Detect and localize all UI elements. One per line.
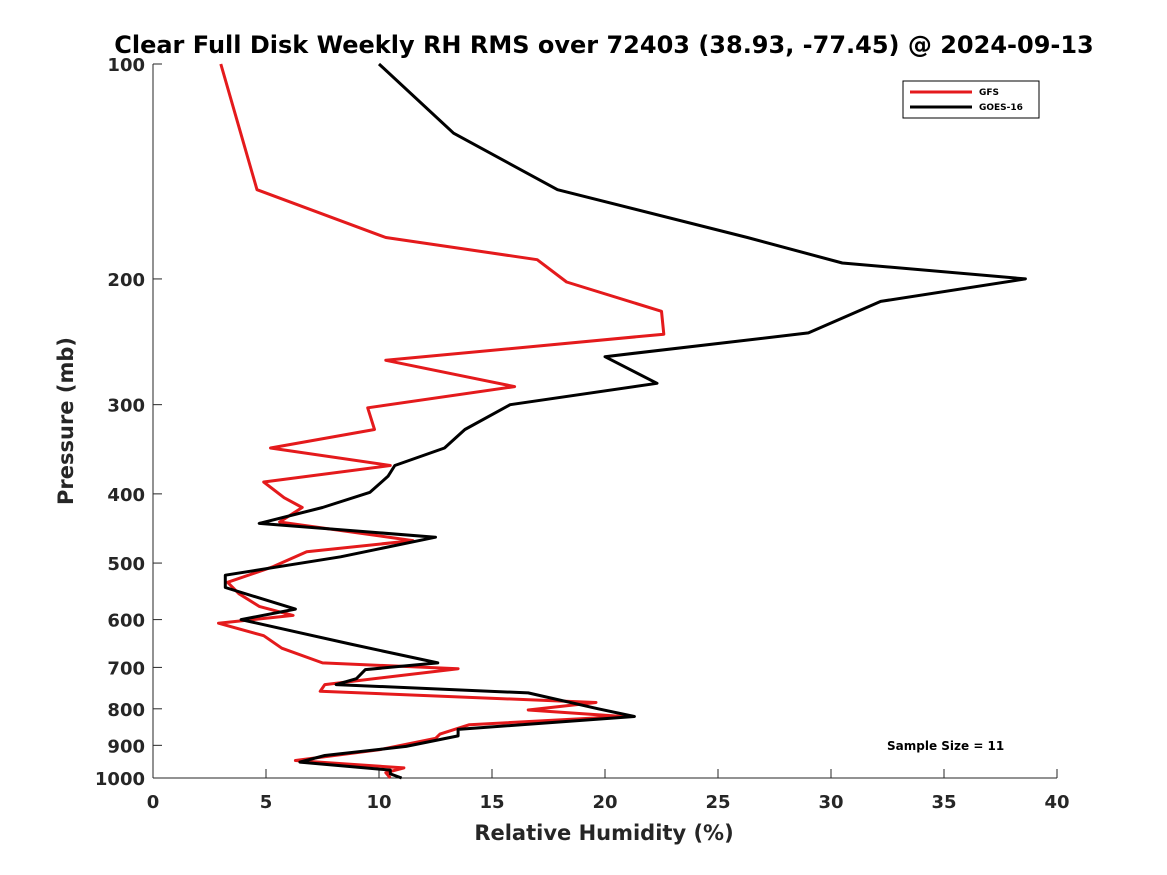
x-tick-label: 35 — [931, 792, 956, 813]
y-tick-label: 600 — [107, 611, 145, 632]
y-tick-label: 1000 — [95, 769, 145, 790]
legend: GFS GOES-16 — [902, 80, 1040, 119]
series-line-goes-16 — [223, 62, 1027, 780]
sample-size-annotation: Sample Size = 11 — [887, 739, 1004, 753]
y-tick-label: 300 — [107, 396, 145, 417]
x-tick-label: 30 — [818, 792, 843, 813]
y-tick-label: 500 — [107, 554, 145, 575]
y-ticks: 100 200 300 400 500 600 700 800 900 1000 — [95, 55, 162, 790]
x-tick-label: 25 — [705, 792, 730, 813]
x-tick-label: 40 — [1044, 792, 1069, 813]
y-tick-label: 900 — [107, 736, 145, 757]
x-tick-label: 15 — [479, 792, 504, 813]
legend-label-goes-16: GOES-16 — [979, 103, 1023, 113]
series-line-gfs — [217, 63, 666, 779]
x-tick-label: 10 — [366, 792, 391, 813]
y-tick-label: 100 — [107, 55, 145, 76]
chart-title: Clear Full Disk Weekly RH RMS over 72403… — [114, 31, 1094, 59]
legend-label-gfs: GFS — [979, 88, 999, 98]
x-tick-label: 5 — [260, 792, 273, 813]
x-axis-label: Relative Humidity (%) — [474, 821, 733, 845]
x-ticks: 0 5 10 15 20 25 30 35 40 — [147, 769, 1070, 813]
y-tick-label: 400 — [107, 485, 145, 506]
y-tick-label: 800 — [107, 700, 145, 721]
x-tick-label: 0 — [147, 792, 160, 813]
y-axis-label: Pressure (mb) — [54, 337, 78, 505]
y-tick-label: 200 — [107, 270, 145, 291]
y-tick-label: 700 — [107, 658, 145, 679]
x-tick-label: 20 — [592, 792, 617, 813]
legend-box — [902, 80, 1040, 119]
series-group — [217, 62, 1027, 780]
